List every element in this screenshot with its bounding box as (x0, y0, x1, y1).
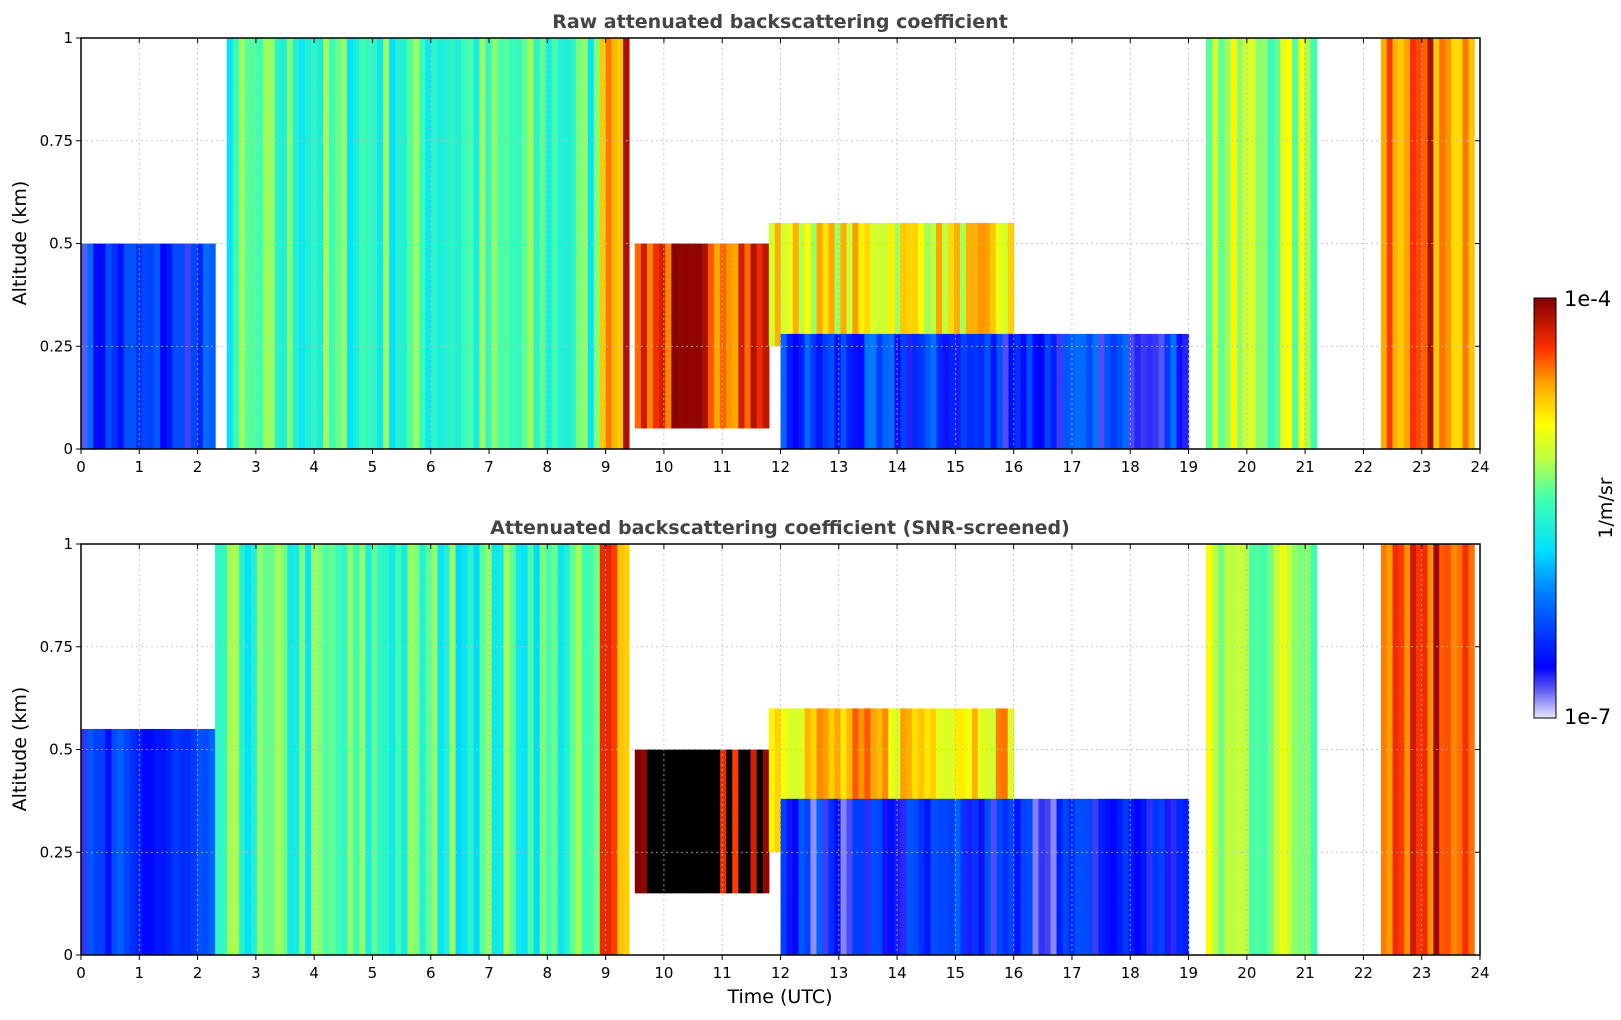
x-tick-label: 1 (135, 964, 145, 982)
y-tick-label: 0.5 (49, 235, 73, 253)
x-tick-label: 21 (1296, 458, 1315, 476)
x-tick-label: 10 (654, 964, 673, 982)
x-tick-label: 23 (1412, 458, 1431, 476)
heatmap-region (634, 243, 770, 429)
x-tick-label: 10 (654, 458, 673, 476)
x-tick-label: 12 (771, 964, 790, 982)
x-tick-label: 6 (426, 458, 436, 476)
x-tick-label: 0 (76, 458, 86, 476)
x-tick-label: 13 (829, 458, 848, 476)
panel-screened-grid (81, 544, 1480, 955)
x-tick-label: 20 (1237, 964, 1256, 982)
x-tick-label: 0 (76, 964, 86, 982)
y-tick-label: 0.25 (40, 337, 73, 355)
x-tick-label: 6 (426, 964, 436, 982)
x-tick-label: 12 (771, 458, 790, 476)
x-tick-label: 22 (1354, 964, 1373, 982)
x-tick-label: 7 (484, 964, 494, 982)
x-tick-label: 15 (946, 458, 965, 476)
y-tick-label: 1 (63, 29, 73, 47)
x-tick-label: 17 (1062, 458, 1081, 476)
x-tick-label: 17 (1062, 964, 1081, 982)
x-tick-label: 24 (1470, 964, 1489, 982)
y-tick-label: 0.25 (40, 843, 73, 861)
x-tick-label: 19 (1179, 964, 1198, 982)
y-tick-label: 1 (63, 535, 73, 553)
x-tick-label: 18 (1121, 964, 1140, 982)
x-tick-label: 14 (888, 964, 907, 982)
x-tick-label: 1 (135, 458, 145, 476)
y-tick-label: 0.75 (40, 638, 73, 656)
colorbar-unit-label: 1/m/sr (1595, 477, 1617, 538)
x-tick-label: 11 (713, 964, 732, 982)
x-tick-label: 9 (601, 458, 611, 476)
heatmap-region (768, 708, 1015, 853)
y-tick-label: 0 (63, 946, 73, 964)
x-tick-label: 16 (1004, 964, 1023, 982)
y-tick-label: 0.5 (49, 741, 73, 759)
panel-raw-title: Raw attenuated backscattering coefficien… (552, 11, 1008, 33)
x-tick-label: 4 (309, 458, 319, 476)
x-tick-label: 5 (368, 964, 378, 982)
heatmap-region (599, 38, 630, 449)
x-tick-label: 11 (713, 458, 732, 476)
x-tick-label: 4 (309, 964, 319, 982)
x-tick-label: 22 (1354, 458, 1373, 476)
colorbar-min-label: 1e-7 (1564, 705, 1611, 729)
panel-screened: Attenuated backscattering coefficient (S… (9, 517, 1490, 1008)
x-tick-label: 7 (484, 458, 494, 476)
colorbar: 1e-4 1e-7 1/m/sr (1533, 287, 1617, 729)
panel-raw-grid (81, 38, 1480, 449)
panel-raw-x-ticks: 0 1 2 3 4 5 6 7 8 9 10 11 12 13 14 15 16 17 18 19 20 21 22 23 24 (76, 38, 1490, 476)
panel-raw-ylabel: Altitude (km) (9, 181, 31, 306)
x-tick-label: 21 (1296, 964, 1315, 982)
x-tick-label: 2 (193, 458, 203, 476)
panel-raw: Raw attenuated backscattering coefficien… (9, 11, 1490, 476)
heatmap-region (780, 333, 1190, 449)
x-tick-label: 20 (1237, 458, 1256, 476)
panel-screened-x-ticks: 0 1 2 3 4 5 6 7 8 9 10 11 12 13 14 15 16 17 18 19 20 21 22 23 24 (76, 544, 1490, 982)
x-tick-label: 13 (829, 964, 848, 982)
panel-screened-xlabel: Time (UTC) (726, 986, 832, 1008)
x-tick-label: 3 (251, 964, 261, 982)
heatmap-region (599, 544, 630, 955)
x-tick-label: 9 (601, 964, 611, 982)
x-tick-label: 8 (543, 458, 553, 476)
y-tick-label: 0.75 (40, 132, 73, 150)
x-tick-label: 14 (888, 458, 907, 476)
y-tick-label: 0 (63, 440, 73, 458)
x-tick-label: 3 (251, 458, 261, 476)
heatmap-region (768, 222, 1015, 347)
colorbar-gradient (1533, 297, 1557, 719)
panel-screened-title: Attenuated backscattering coefficient (S… (490, 517, 1070, 539)
x-tick-label: 18 (1121, 458, 1140, 476)
x-tick-label: 2 (193, 964, 203, 982)
panel-screened-y-ticks: 0 0.25 0.5 0.75 1 (40, 535, 1480, 964)
x-tick-label: 24 (1470, 458, 1489, 476)
colorbar-max-label: 1e-4 (1564, 287, 1611, 311)
x-tick-label: 23 (1412, 964, 1431, 982)
heatmap-region (634, 749, 770, 894)
heatmap-region (780, 798, 1190, 955)
x-tick-label: 19 (1179, 458, 1198, 476)
x-tick-label: 8 (543, 964, 553, 982)
panel-raw-y-ticks: 0 0.25 0.5 0.75 1 (40, 29, 1480, 458)
heatmap-region (81, 728, 216, 955)
panel-screened-ylabel: Altitude (km) (9, 687, 31, 812)
x-tick-label: 5 (368, 458, 378, 476)
x-tick-label: 16 (1004, 458, 1023, 476)
x-tick-label: 15 (946, 964, 965, 982)
